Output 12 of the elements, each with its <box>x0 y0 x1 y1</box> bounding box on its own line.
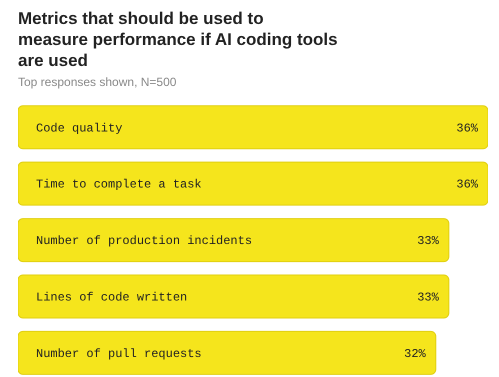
y-tick-label: Lines of code written <box>36 290 188 304</box>
y-tick-label: Time to complete a task <box>36 178 202 192</box>
data-label: 36% <box>456 178 479 192</box>
data-label: 33% <box>417 290 440 304</box>
y-tick-label: Number of production incidents <box>36 234 252 248</box>
chart-subtitle: Top responses shown, N=500 <box>18 75 178 89</box>
data-label: 32% <box>404 346 427 361</box>
data-label: 36% <box>456 121 479 136</box>
y-tick-label: Number of pull requests <box>36 346 202 361</box>
chart-title: Metrics that should be used to measure performance if AI coding tools are used <box>18 8 338 71</box>
y-tick-label: Code quality <box>36 121 122 136</box>
data-label: 33% <box>417 234 440 248</box>
